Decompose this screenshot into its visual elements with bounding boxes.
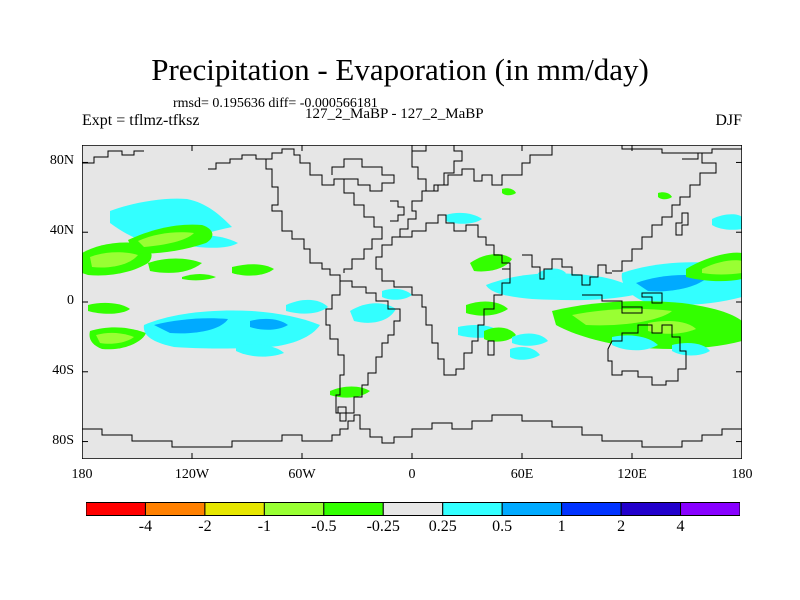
stats-text: rmsd= 0.195636 diff= -0.000566181 <box>173 96 378 111</box>
coastline <box>411 145 463 192</box>
anomaly-region <box>512 333 548 346</box>
anomaly-region <box>138 232 194 247</box>
anomaly-fills <box>82 188 742 398</box>
coastline <box>607 324 687 386</box>
coastline <box>82 150 144 164</box>
experiment-label: Expt = tflmz-tfksz <box>82 112 200 129</box>
lon-tick-label: 120E <box>617 467 647 482</box>
colorbar-swatch <box>561 502 622 516</box>
colorbar-swatch <box>86 502 146 516</box>
coastline <box>208 154 341 281</box>
anomaly-region <box>658 192 672 200</box>
anomaly-region <box>286 299 328 314</box>
coastline <box>390 200 405 222</box>
colorbar-label: -2 <box>198 518 212 535</box>
colorbar-label: -0.5 <box>311 518 337 535</box>
anomaly-region <box>636 275 708 292</box>
colorbar-label: -1 <box>257 518 272 535</box>
anomaly-region <box>154 318 228 334</box>
colorbar-label: 0.5 <box>492 518 513 535</box>
colorbar-swatch <box>620 502 682 516</box>
coastline <box>428 145 717 272</box>
anomaly-region <box>250 318 288 330</box>
axis-ticks <box>82 145 742 459</box>
lat-tick-label: 40S <box>52 362 74 378</box>
anomaly-region <box>702 260 742 275</box>
anomaly-region <box>538 268 566 279</box>
colorbar-swatch <box>382 502 444 516</box>
map-title: Precipitation - Evaporation (in mm/day) <box>151 52 649 87</box>
coastline <box>675 212 689 236</box>
coastline <box>399 190 511 270</box>
coastline <box>82 428 322 448</box>
coastline <box>487 340 495 356</box>
coastline <box>682 148 742 160</box>
anomaly-region <box>350 303 396 323</box>
anomaly-region <box>672 343 710 356</box>
anomaly-region <box>182 274 216 281</box>
anomaly-region <box>382 288 412 300</box>
colorbar-swatch <box>501 502 563 516</box>
colorbar-swatch <box>680 502 740 516</box>
coastline <box>266 148 383 273</box>
coastlines <box>82 145 742 448</box>
colorbar-swatch <box>442 502 503 516</box>
colorbar-label: -0.25 <box>366 518 400 535</box>
colorbar-label: 2 <box>617 518 626 535</box>
colorbar-label: 0.25 <box>428 518 457 535</box>
colorbar-swatch <box>144 502 206 516</box>
colorbar-swatch <box>323 502 384 516</box>
lon-tick-label: 60W <box>288 467 316 482</box>
lon-tick-label: 180 <box>731 467 753 482</box>
lat-tick-label: 80N <box>49 153 74 169</box>
colorbar-swatch <box>204 502 265 516</box>
anomaly-region <box>96 332 134 344</box>
coastline <box>331 158 395 192</box>
lat-tick-label: 0 <box>67 293 74 308</box>
anomaly-region <box>612 335 658 351</box>
colorbar-label: 4 <box>676 518 685 535</box>
lat-tick-label: 80S <box>52 432 74 448</box>
anomaly-region <box>148 258 202 273</box>
coastline <box>522 254 612 286</box>
lon-tick-label: 120W <box>174 467 210 482</box>
anomaly-region <box>236 344 284 357</box>
lat-tick-label: 40N <box>49 223 74 239</box>
coastline <box>641 292 663 304</box>
anomaly-region <box>88 302 130 314</box>
coastline <box>375 236 511 376</box>
colorbar-label: -4 <box>138 518 153 535</box>
anomaly-region <box>232 264 274 276</box>
colorbar-label: 1 <box>557 518 566 535</box>
anomaly-region <box>502 188 516 196</box>
anomaly-region <box>510 347 540 360</box>
lon-tick-label: 0 <box>408 467 416 482</box>
case-label: 127_2_MaBP - 127_2_MaBP <box>305 106 484 122</box>
coastline <box>322 414 742 448</box>
anomaly-region <box>712 214 742 230</box>
coastline <box>582 294 643 314</box>
colorbar <box>86 502 740 516</box>
anomaly-region <box>446 212 482 224</box>
anomaly-region <box>484 327 516 342</box>
colorbar-swatch <box>263 502 325 516</box>
anomaly-region <box>572 308 672 326</box>
lon-tick-label: 60E <box>510 467 534 482</box>
map-plot <box>82 145 742 459</box>
anomaly-region <box>90 252 138 268</box>
coastline <box>337 406 347 414</box>
lon-tick-label: 180 <box>71 467 93 482</box>
anomaly-region <box>486 273 642 301</box>
season-label: DJF <box>715 112 742 129</box>
coastline <box>325 280 401 422</box>
